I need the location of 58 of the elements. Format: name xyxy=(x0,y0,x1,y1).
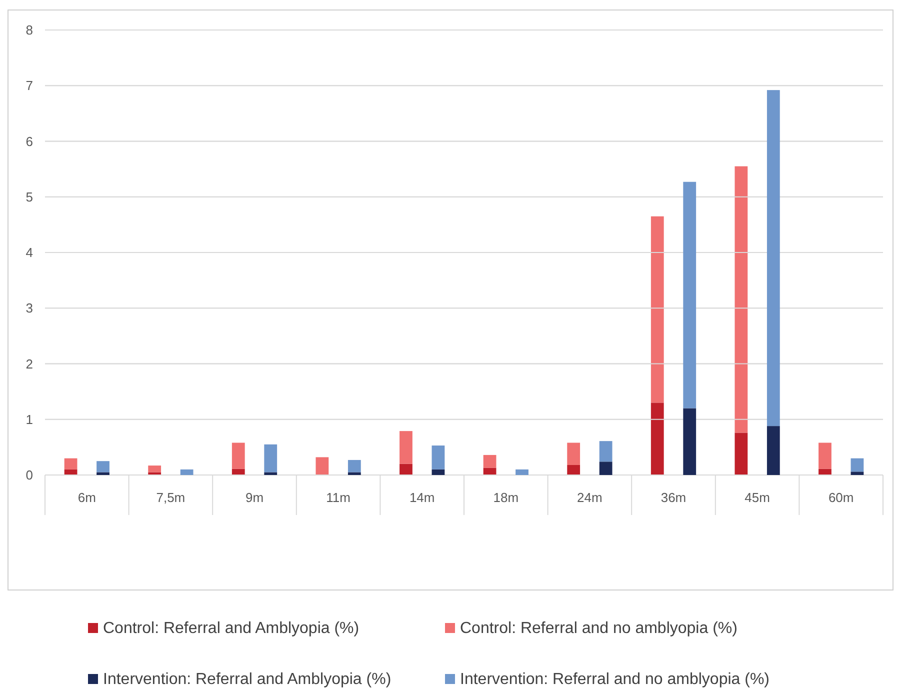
legend-label: Control: Referral and Amblyopia (%) xyxy=(103,620,360,637)
bar xyxy=(316,457,329,475)
bar xyxy=(264,472,278,475)
y-tick-label: 3 xyxy=(26,300,33,316)
x-tick-label: 9m xyxy=(245,490,264,505)
y-tick-label: 0 xyxy=(26,468,33,483)
bar xyxy=(734,166,748,433)
x-tick-label: 11m xyxy=(326,490,350,505)
legend-label: Intervention: Referral and Amblyopia (%) xyxy=(103,671,392,688)
bar xyxy=(400,464,412,475)
y-tick-label: 4 xyxy=(26,245,33,260)
bar xyxy=(650,216,664,403)
bar xyxy=(818,468,832,475)
y-tick-label: 7 xyxy=(26,78,33,94)
bar xyxy=(599,441,612,462)
bar xyxy=(650,402,664,475)
x-tick-label: 7,5m xyxy=(156,490,186,505)
y-tick-label: 5 xyxy=(26,189,33,204)
bar xyxy=(516,469,528,475)
bar xyxy=(766,426,780,475)
bar xyxy=(483,454,496,468)
x-tick-label: 36m xyxy=(660,490,686,505)
bar xyxy=(64,458,78,470)
bar xyxy=(766,90,780,426)
legend-label: Intervention: Referral and no amblyopia (%) xyxy=(460,671,770,688)
y-tick-label: 1 xyxy=(26,412,33,427)
bar xyxy=(818,442,832,469)
bar xyxy=(850,458,864,472)
bar xyxy=(348,460,361,472)
x-tick-label: 45m xyxy=(744,490,770,505)
bar xyxy=(683,182,696,408)
y-tick-label: 6 xyxy=(26,134,33,149)
bar xyxy=(148,466,162,472)
bar xyxy=(683,408,696,475)
bar xyxy=(96,461,110,472)
x-tick-label: 18m xyxy=(493,490,519,505)
bar xyxy=(734,432,748,475)
bar xyxy=(567,442,580,465)
bar xyxy=(567,464,580,475)
x-tick-label: 14m xyxy=(409,490,435,505)
x-tick-label: 60m xyxy=(828,490,854,505)
bar xyxy=(96,472,110,475)
bar xyxy=(599,462,612,475)
bar xyxy=(232,442,245,469)
bar xyxy=(264,444,278,472)
legend-label: Control: Referral and no amblyopia (%) xyxy=(460,620,738,637)
x-tick-label: 24m xyxy=(577,490,602,505)
bar xyxy=(400,431,412,464)
bar xyxy=(850,472,864,475)
bar xyxy=(432,469,445,475)
bar xyxy=(180,469,194,475)
y-tick-label: 8 xyxy=(26,22,33,38)
bar xyxy=(432,446,445,470)
y-tick-label: 2 xyxy=(26,356,33,372)
bar xyxy=(148,472,162,475)
x-tick-label: 6m xyxy=(78,490,96,505)
bar xyxy=(348,472,361,475)
bar xyxy=(232,468,245,475)
